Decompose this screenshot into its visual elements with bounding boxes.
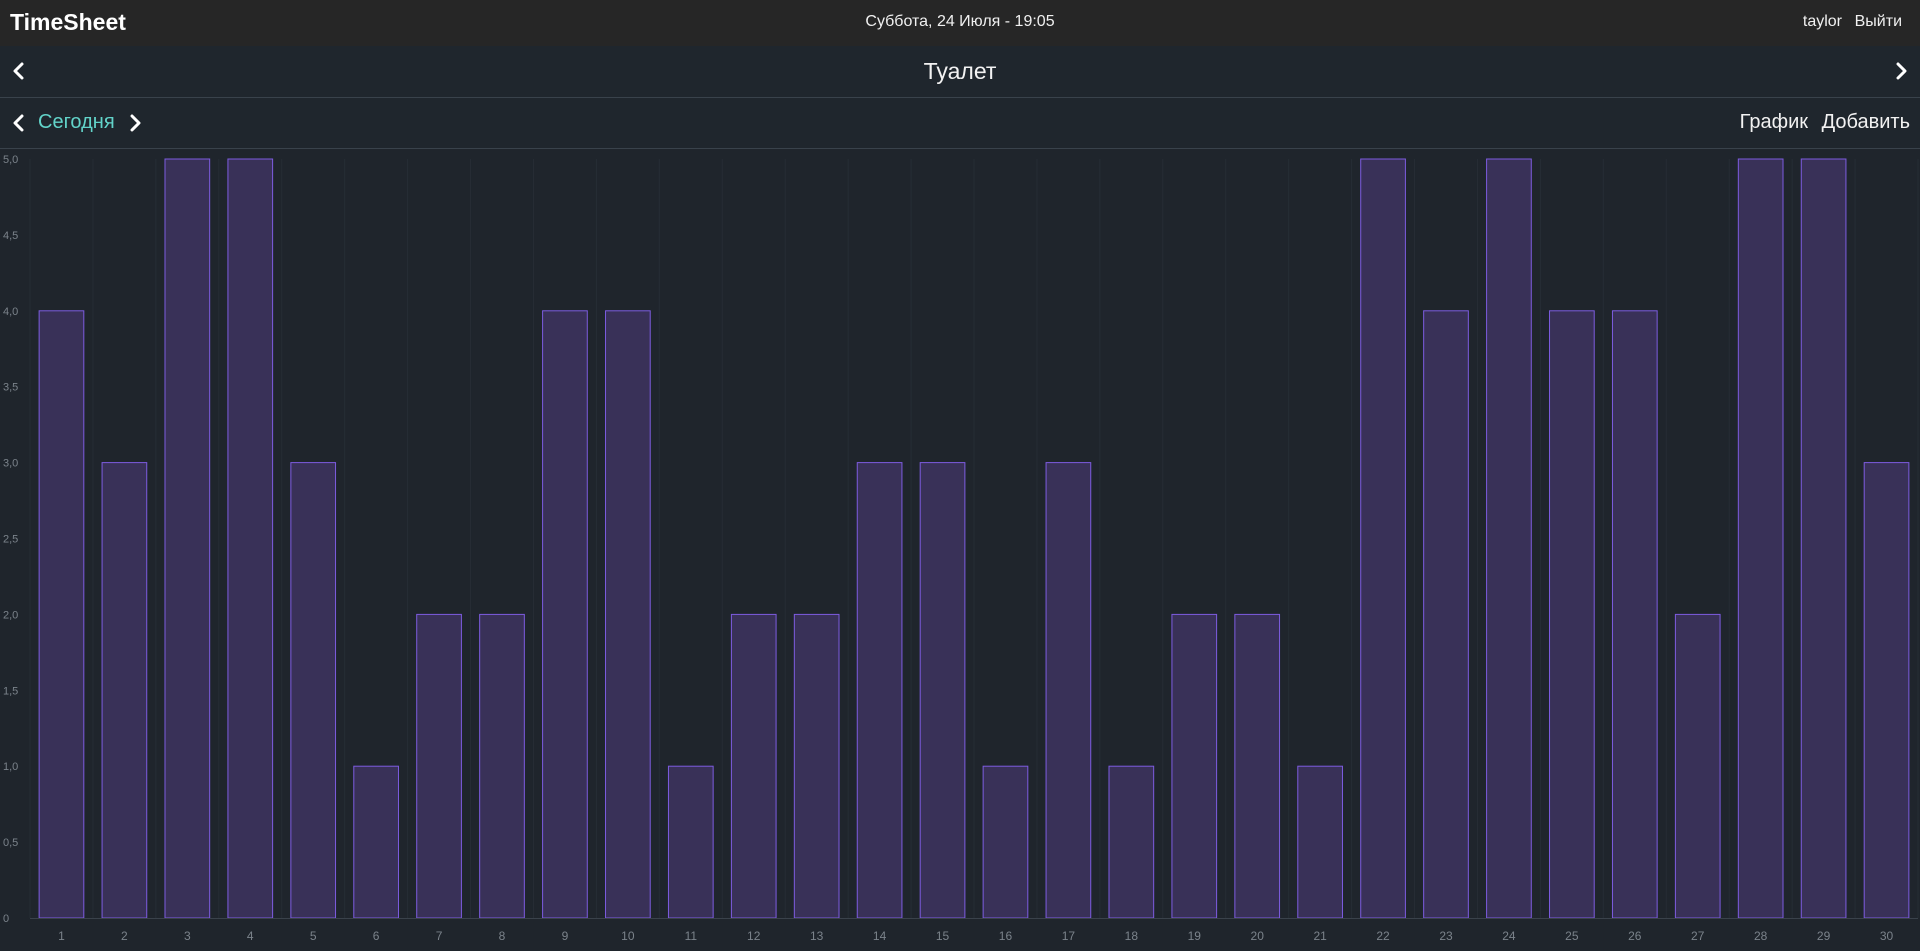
x-tick-label: 11 (685, 929, 698, 943)
bar[interactable] (793, 613, 840, 919)
add-button[interactable]: Добавить (1821, 111, 1910, 133)
y-tick-label: 0 (3, 913, 9, 925)
x-tick-label: 27 (1691, 929, 1705, 943)
chart-area: 0 0,5 1,0 1,5 2,0 2,5 3,0 3,5 4,0 4,5 5,0 1 2 3 4 5 6 7 8 9… (0, 149, 1920, 946)
bar[interactable] (542, 310, 588, 919)
x-tick-label: 7 (436, 929, 443, 943)
bar[interactable] (1360, 158, 1406, 919)
bar[interactable] (101, 462, 148, 919)
current-datetime: Суббота, 24 Июля - 19:05 (865, 13, 1055, 30)
bar[interactable] (1674, 613, 1721, 919)
y-tick-label: 2,5 (3, 534, 18, 546)
bar[interactable] (1486, 158, 1532, 919)
bar[interactable] (164, 158, 211, 919)
x-tick-label: 24 (1502, 929, 1516, 943)
x-tick-label: 12 (747, 929, 761, 943)
logout-button[interactable]: Выйти (1854, 13, 1902, 30)
x-tick-label: 30 (1880, 929, 1894, 943)
x-tick-label: 15 (936, 929, 950, 943)
y-tick-label: 1,0 (3, 761, 18, 773)
bar[interactable] (479, 613, 525, 919)
bar[interactable] (1045, 462, 1092, 919)
bar[interactable] (416, 613, 462, 919)
x-tick-label: 22 (1376, 929, 1390, 943)
bar[interactable] (353, 765, 399, 919)
bar[interactable] (856, 462, 903, 919)
bar[interactable] (1737, 158, 1784, 919)
bar[interactable] (1549, 310, 1595, 919)
bar-chart: 00,51,01,52,02,53,03,54,04,55,01 2 3 4 5 6 7 8 9… (3, 154, 1919, 943)
next-activity-button[interactable] (1890, 60, 1912, 82)
bar[interactable] (227, 158, 274, 919)
username[interactable]: taylor (1802, 13, 1842, 30)
chevron-left-icon (13, 114, 24, 132)
next-period-button[interactable] (124, 112, 146, 134)
bar[interactable] (919, 462, 966, 919)
page-title: Туалет (923, 58, 997, 84)
today-button[interactable]: Сегодня (38, 111, 115, 133)
bar[interactable] (1297, 765, 1343, 919)
x-tick-label: 10 (621, 929, 635, 943)
title-bar: Туалет (0, 46, 1920, 98)
top-bar: TimeSheet Суббота, 24 Июля - 19:05 taylo… (0, 0, 1920, 46)
x-tick-label: 4 (247, 929, 254, 943)
x-tick-label: 3 (184, 929, 191, 943)
bar[interactable] (667, 765, 714, 919)
bar[interactable] (982, 765, 1029, 919)
prev-activity-button[interactable] (8, 60, 30, 82)
bar[interactable] (1423, 310, 1469, 919)
chevron-right-icon (130, 114, 141, 132)
x-tick-label: 16 (999, 929, 1013, 943)
y-tick-label: 5,0 (3, 154, 18, 166)
x-tick-label: 1 (58, 929, 65, 943)
period-nav-bar: Сегодня График Добавить (0, 98, 1920, 149)
x-tick-label: 9 (562, 929, 569, 943)
x-tick-label: 5 (310, 929, 317, 943)
bar[interactable] (1863, 462, 1910, 919)
app-brand[interactable]: TimeSheet (10, 9, 126, 35)
x-tick-label: 6 (373, 929, 380, 943)
x-tick-label: 21 (1313, 929, 1327, 943)
bar[interactable] (605, 310, 651, 919)
x-tick-label: 26 (1628, 929, 1642, 943)
y-tick-label: 1,5 (3, 685, 18, 697)
x-tick-label: 18 (1125, 929, 1139, 943)
x-tick-label: 8 (499, 929, 506, 943)
y-tick-label: 3,0 (3, 458, 18, 470)
chevron-left-icon (13, 62, 24, 80)
x-tick-label: 25 (1565, 929, 1579, 943)
y-tick-label: 4,0 (3, 306, 18, 318)
x-tick-label: 14 (873, 929, 887, 943)
bar[interactable] (38, 310, 85, 919)
y-tick-label: 3,5 (3, 382, 18, 394)
bar[interactable] (1800, 158, 1847, 919)
y-tick-label: 4,5 (3, 230, 18, 242)
x-tick-label: 19 (1188, 929, 1202, 943)
bar[interactable] (730, 613, 777, 919)
x-tick-label: 29 (1817, 929, 1831, 943)
x-tick-label: 13 (810, 929, 824, 943)
y-tick-label: 2,0 (3, 609, 18, 621)
y-tick-label: 0,5 (3, 837, 18, 849)
prev-period-button[interactable] (8, 112, 30, 134)
bar[interactable] (1234, 613, 1281, 919)
chevron-right-icon (1896, 62, 1907, 80)
x-tick-label: 23 (1439, 929, 1453, 943)
bar[interactable] (290, 462, 337, 919)
graph-button[interactable]: График (1739, 111, 1808, 133)
bar[interactable] (1108, 765, 1155, 919)
bar[interactable] (1611, 310, 1658, 919)
x-tick-label: 2 (121, 929, 128, 943)
x-tick-label: 28 (1754, 929, 1768, 943)
x-tick-label: 20 (1251, 929, 1265, 943)
x-tick-label: 17 (1062, 929, 1076, 943)
bar[interactable] (1171, 613, 1218, 919)
